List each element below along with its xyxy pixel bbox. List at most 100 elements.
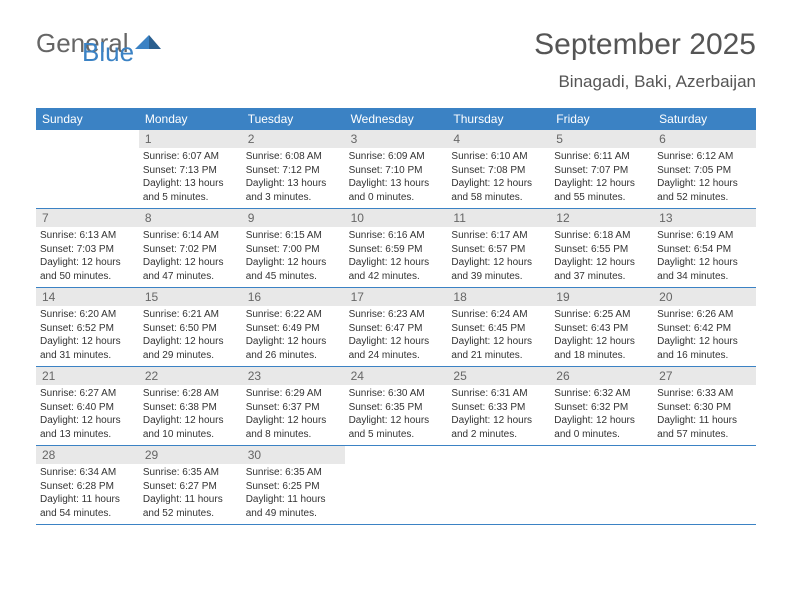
day-cell: 13Sunrise: 6:19 AMSunset: 6:54 PMDayligh… xyxy=(653,209,756,287)
day-number: 6 xyxy=(653,130,756,148)
weekday-header-row: SundayMondayTuesdayWednesdayThursdayFrid… xyxy=(36,108,756,130)
day-info: Sunrise: 6:07 AMSunset: 7:13 PMDaylight:… xyxy=(139,148,242,208)
day-number: 4 xyxy=(447,130,550,148)
weekday-header: Friday xyxy=(550,108,653,130)
day-info: Sunrise: 6:33 AMSunset: 6:30 PMDaylight:… xyxy=(653,385,756,445)
day-number: 1 xyxy=(139,130,242,148)
day-cell: 7Sunrise: 6:13 AMSunset: 7:03 PMDaylight… xyxy=(36,209,139,287)
day-cell xyxy=(653,446,756,524)
day-cell: 30Sunrise: 6:35 AMSunset: 6:25 PMDayligh… xyxy=(242,446,345,524)
day-number: 11 xyxy=(447,209,550,227)
day-number: 7 xyxy=(36,209,139,227)
day-cell: 4Sunrise: 6:10 AMSunset: 7:08 PMDaylight… xyxy=(447,130,550,208)
day-info: Sunrise: 6:08 AMSunset: 7:12 PMDaylight:… xyxy=(242,148,345,208)
header: September 2025 Binagadi, Baki, Azerbaija… xyxy=(534,28,756,92)
day-info: Sunrise: 6:17 AMSunset: 6:57 PMDaylight:… xyxy=(447,227,550,287)
day-cell: 12Sunrise: 6:18 AMSunset: 6:55 PMDayligh… xyxy=(550,209,653,287)
day-cell: 22Sunrise: 6:28 AMSunset: 6:38 PMDayligh… xyxy=(139,367,242,445)
weekday-header: Saturday xyxy=(653,108,756,130)
day-cell: 21Sunrise: 6:27 AMSunset: 6:40 PMDayligh… xyxy=(36,367,139,445)
week-row: 14Sunrise: 6:20 AMSunset: 6:52 PMDayligh… xyxy=(36,288,756,367)
day-cell: 2Sunrise: 6:08 AMSunset: 7:12 PMDaylight… xyxy=(242,130,345,208)
day-info: Sunrise: 6:12 AMSunset: 7:05 PMDaylight:… xyxy=(653,148,756,208)
day-number: 13 xyxy=(653,209,756,227)
day-number: 16 xyxy=(242,288,345,306)
week-row: 28Sunrise: 6:34 AMSunset: 6:28 PMDayligh… xyxy=(36,446,756,525)
day-number: 17 xyxy=(345,288,448,306)
day-cell: 8Sunrise: 6:14 AMSunset: 7:02 PMDaylight… xyxy=(139,209,242,287)
day-info: Sunrise: 6:29 AMSunset: 6:37 PMDaylight:… xyxy=(242,385,345,445)
day-number: 3 xyxy=(345,130,448,148)
day-cell: 5Sunrise: 6:11 AMSunset: 7:07 PMDaylight… xyxy=(550,130,653,208)
day-cell xyxy=(36,130,139,208)
day-cell: 19Sunrise: 6:25 AMSunset: 6:43 PMDayligh… xyxy=(550,288,653,366)
day-info: Sunrise: 6:15 AMSunset: 7:00 PMDaylight:… xyxy=(242,227,345,287)
day-info: Sunrise: 6:10 AMSunset: 7:08 PMDaylight:… xyxy=(447,148,550,208)
day-info: Sunrise: 6:31 AMSunset: 6:33 PMDaylight:… xyxy=(447,385,550,445)
day-info: Sunrise: 6:34 AMSunset: 6:28 PMDaylight:… xyxy=(36,464,139,524)
day-cell: 20Sunrise: 6:26 AMSunset: 6:42 PMDayligh… xyxy=(653,288,756,366)
day-number: 27 xyxy=(653,367,756,385)
day-number: 8 xyxy=(139,209,242,227)
logo-triangle-icon xyxy=(135,31,161,56)
day-number: 24 xyxy=(345,367,448,385)
day-number: 14 xyxy=(36,288,139,306)
day-info: Sunrise: 6:30 AMSunset: 6:35 PMDaylight:… xyxy=(345,385,448,445)
weekday-header: Wednesday xyxy=(345,108,448,130)
day-cell: 14Sunrise: 6:20 AMSunset: 6:52 PMDayligh… xyxy=(36,288,139,366)
calendar: SundayMondayTuesdayWednesdayThursdayFrid… xyxy=(36,108,756,525)
day-cell: 3Sunrise: 6:09 AMSunset: 7:10 PMDaylight… xyxy=(345,130,448,208)
day-info: Sunrise: 6:18 AMSunset: 6:55 PMDaylight:… xyxy=(550,227,653,287)
weekday-header: Thursday xyxy=(447,108,550,130)
day-info: Sunrise: 6:27 AMSunset: 6:40 PMDaylight:… xyxy=(36,385,139,445)
day-cell: 9Sunrise: 6:15 AMSunset: 7:00 PMDaylight… xyxy=(242,209,345,287)
day-cell: 23Sunrise: 6:29 AMSunset: 6:37 PMDayligh… xyxy=(242,367,345,445)
day-info: Sunrise: 6:14 AMSunset: 7:02 PMDaylight:… xyxy=(139,227,242,287)
day-cell xyxy=(550,446,653,524)
day-number: 18 xyxy=(447,288,550,306)
day-info: Sunrise: 6:24 AMSunset: 6:45 PMDaylight:… xyxy=(447,306,550,366)
day-cell: 17Sunrise: 6:23 AMSunset: 6:47 PMDayligh… xyxy=(345,288,448,366)
day-cell: 15Sunrise: 6:21 AMSunset: 6:50 PMDayligh… xyxy=(139,288,242,366)
day-number: 15 xyxy=(139,288,242,306)
day-info: Sunrise: 6:21 AMSunset: 6:50 PMDaylight:… xyxy=(139,306,242,366)
day-info: Sunrise: 6:35 AMSunset: 6:27 PMDaylight:… xyxy=(139,464,242,524)
day-cell: 25Sunrise: 6:31 AMSunset: 6:33 PMDayligh… xyxy=(447,367,550,445)
day-cell: 11Sunrise: 6:17 AMSunset: 6:57 PMDayligh… xyxy=(447,209,550,287)
day-info: Sunrise: 6:32 AMSunset: 6:32 PMDaylight:… xyxy=(550,385,653,445)
day-cell: 28Sunrise: 6:34 AMSunset: 6:28 PMDayligh… xyxy=(36,446,139,524)
day-number: 12 xyxy=(550,209,653,227)
day-cell: 6Sunrise: 6:12 AMSunset: 7:05 PMDaylight… xyxy=(653,130,756,208)
day-info: Sunrise: 6:20 AMSunset: 6:52 PMDaylight:… xyxy=(36,306,139,366)
weekday-header: Monday xyxy=(139,108,242,130)
day-info: Sunrise: 6:19 AMSunset: 6:54 PMDaylight:… xyxy=(653,227,756,287)
location: Binagadi, Baki, Azerbaijan xyxy=(534,72,756,92)
day-cell: 16Sunrise: 6:22 AMSunset: 6:49 PMDayligh… xyxy=(242,288,345,366)
day-cell xyxy=(447,446,550,524)
day-number: 9 xyxy=(242,209,345,227)
day-info: Sunrise: 6:35 AMSunset: 6:25 PMDaylight:… xyxy=(242,464,345,524)
day-number: 5 xyxy=(550,130,653,148)
week-row: 1Sunrise: 6:07 AMSunset: 7:13 PMDaylight… xyxy=(36,130,756,209)
day-number: 10 xyxy=(345,209,448,227)
day-info: Sunrise: 6:13 AMSunset: 7:03 PMDaylight:… xyxy=(36,227,139,287)
week-row: 21Sunrise: 6:27 AMSunset: 6:40 PMDayligh… xyxy=(36,367,756,446)
day-cell xyxy=(345,446,448,524)
day-cell: 24Sunrise: 6:30 AMSunset: 6:35 PMDayligh… xyxy=(345,367,448,445)
week-row: 7Sunrise: 6:13 AMSunset: 7:03 PMDaylight… xyxy=(36,209,756,288)
day-cell: 27Sunrise: 6:33 AMSunset: 6:30 PMDayligh… xyxy=(653,367,756,445)
day-info: Sunrise: 6:25 AMSunset: 6:43 PMDaylight:… xyxy=(550,306,653,366)
day-number: 20 xyxy=(653,288,756,306)
day-cell: 26Sunrise: 6:32 AMSunset: 6:32 PMDayligh… xyxy=(550,367,653,445)
day-number: 28 xyxy=(36,446,139,464)
day-number: 19 xyxy=(550,288,653,306)
day-number: 25 xyxy=(447,367,550,385)
day-info: Sunrise: 6:23 AMSunset: 6:47 PMDaylight:… xyxy=(345,306,448,366)
day-number: 2 xyxy=(242,130,345,148)
month-title: September 2025 xyxy=(534,28,756,62)
logo-text-blue: Blue xyxy=(82,37,134,68)
day-cell: 10Sunrise: 6:16 AMSunset: 6:59 PMDayligh… xyxy=(345,209,448,287)
day-info: Sunrise: 6:16 AMSunset: 6:59 PMDaylight:… xyxy=(345,227,448,287)
day-number: 23 xyxy=(242,367,345,385)
day-number: 30 xyxy=(242,446,345,464)
